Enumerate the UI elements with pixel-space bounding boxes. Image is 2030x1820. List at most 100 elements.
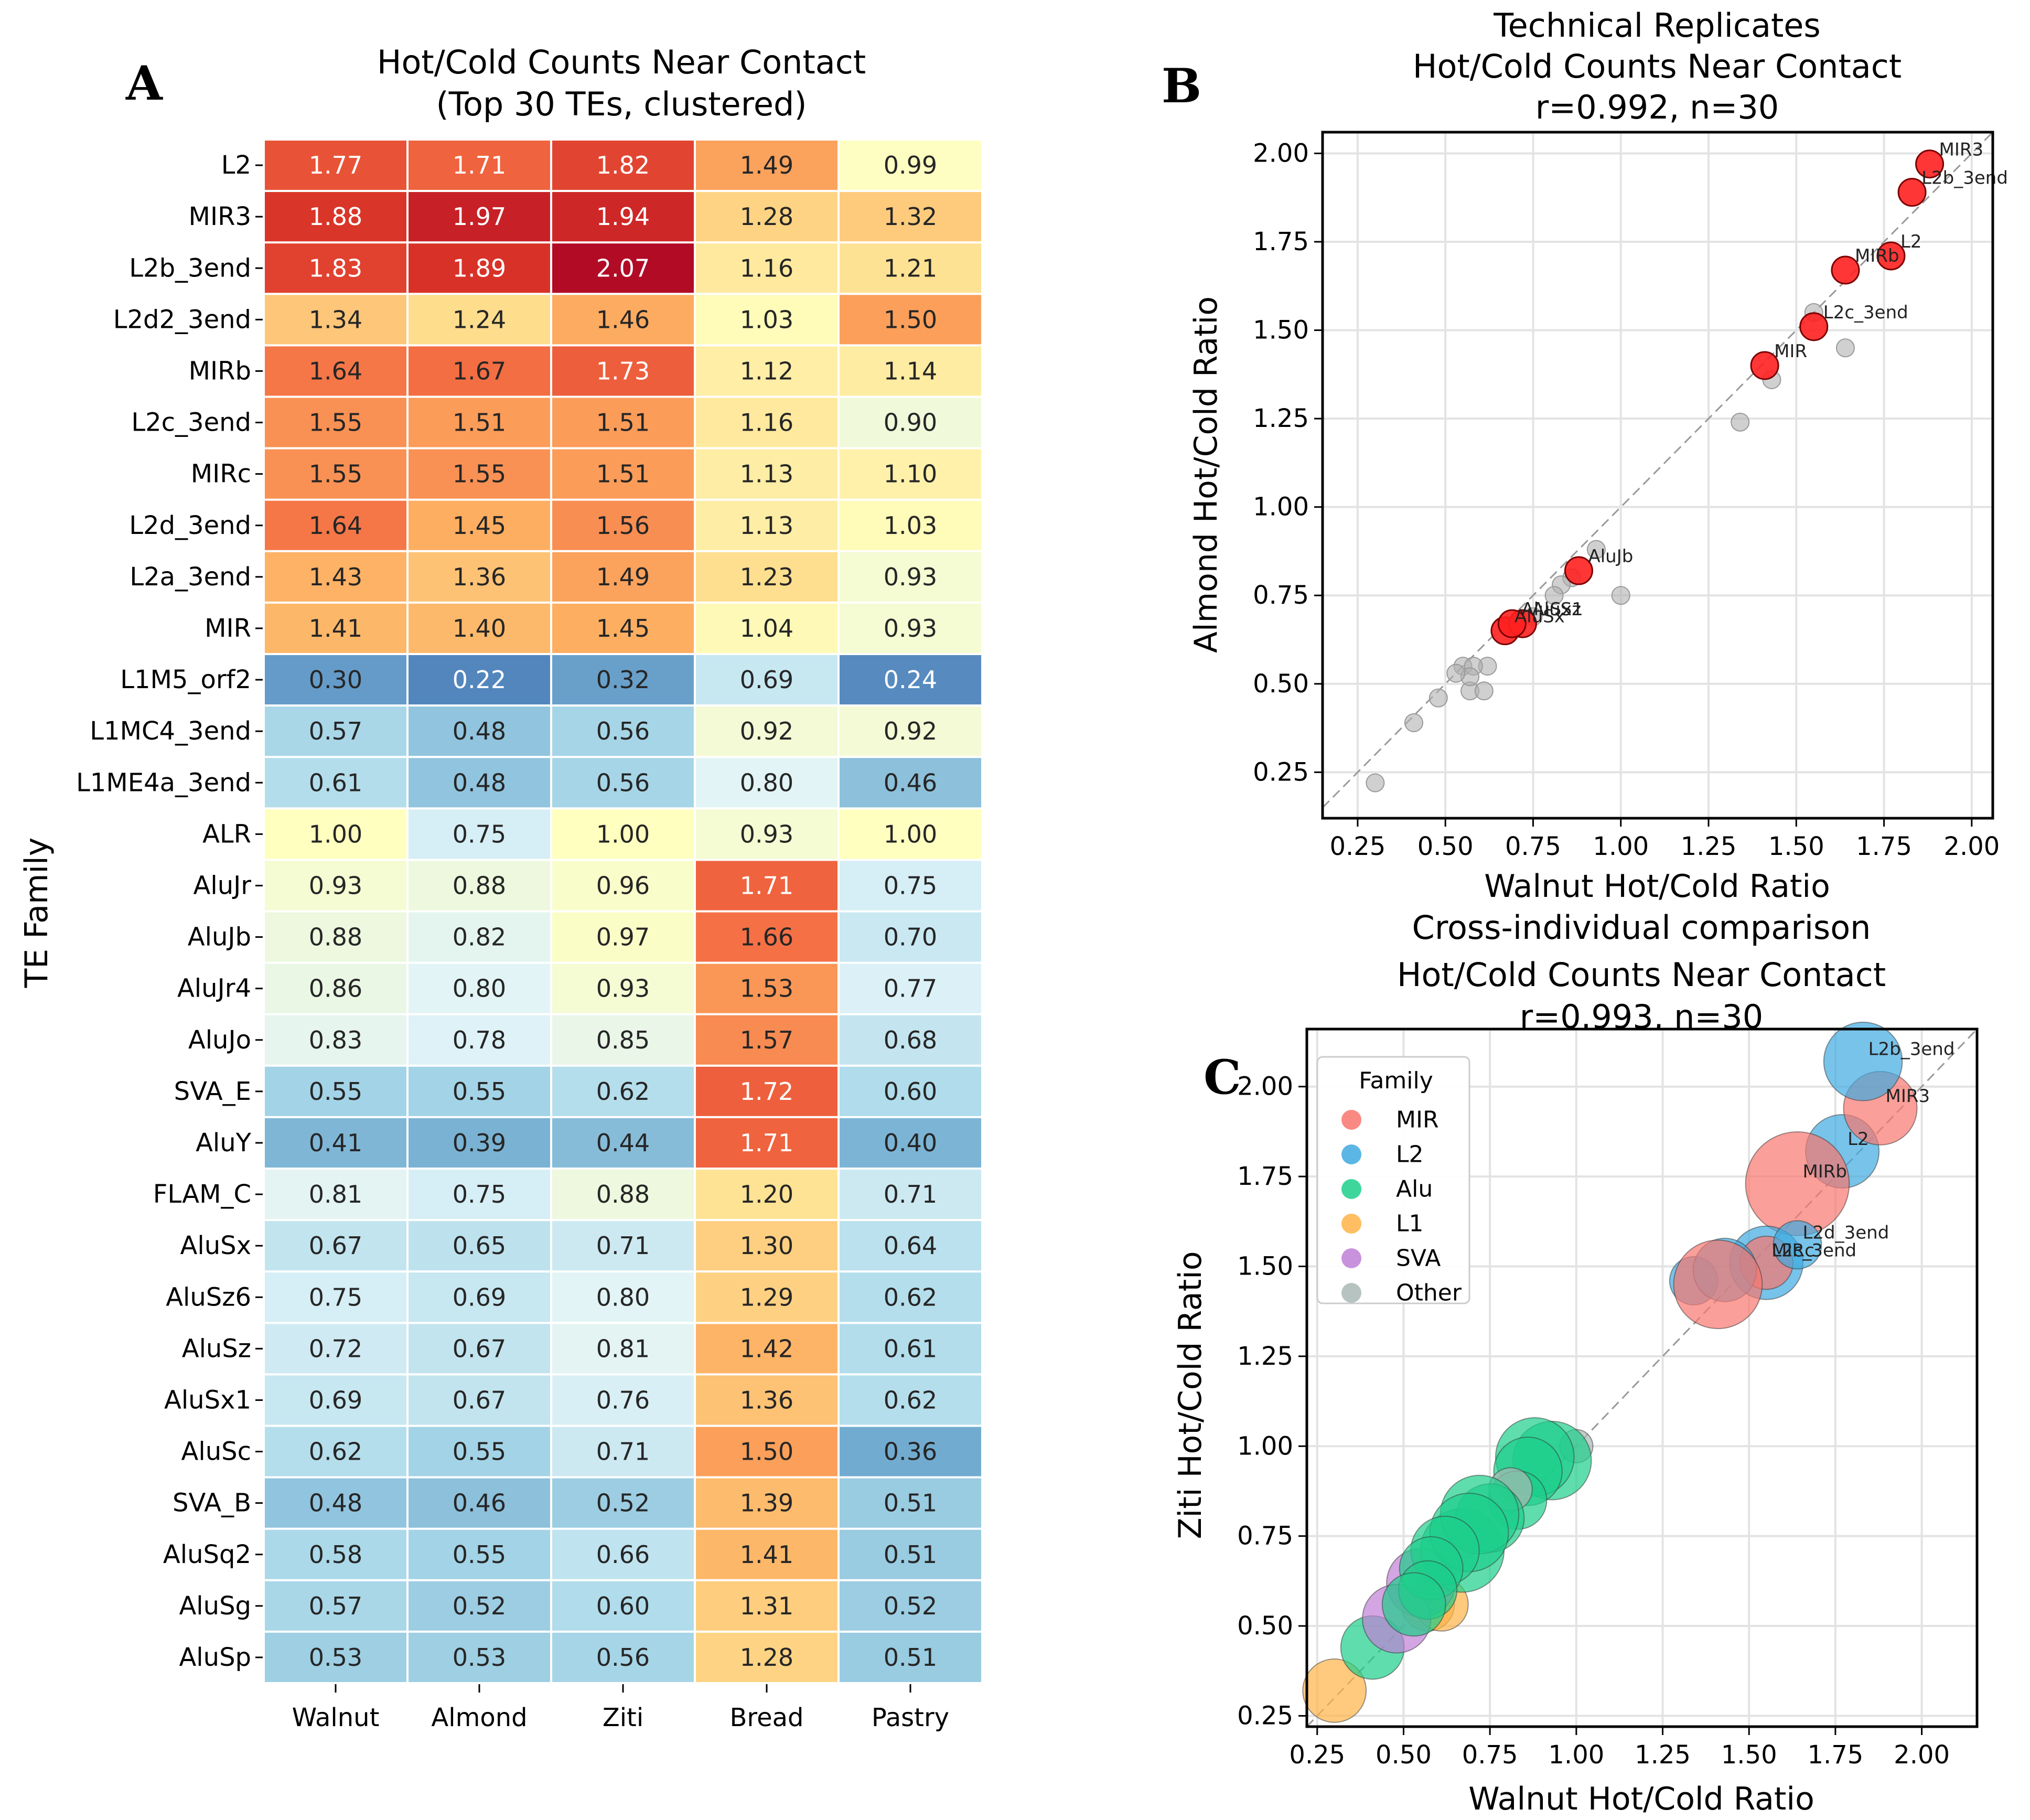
heatmap-cell — [409, 758, 550, 808]
heatmap-row-label: SVA_E — [174, 1077, 251, 1106]
heatmap-cell-value: 1.51 — [596, 409, 650, 437]
heatmap-cell — [265, 1427, 406, 1476]
heatmap-cell — [840, 1632, 981, 1682]
identity-line — [1322, 131, 1994, 808]
legend-entry-label: L1 — [1396, 1211, 1424, 1237]
scatter-b-y-axis-label: Almond Hot/Cold Ratio — [1188, 296, 1225, 653]
heatmap-cell-value: 1.64 — [309, 511, 362, 540]
y-tick-label: 1.00 — [1237, 1431, 1293, 1461]
scatter-point-label: MIR3 — [1939, 140, 1984, 160]
heatmap-cell-value: 1.51 — [453, 409, 506, 437]
heatmap-cell — [696, 861, 837, 911]
heatmap-cell — [552, 1170, 694, 1219]
heatmap-cell-value: 0.46 — [453, 1489, 506, 1517]
scatter-point-label: MIRb — [1855, 245, 1899, 266]
heatmap-cell — [552, 655, 694, 705]
heatmap-row-label: AluJr — [194, 871, 252, 900]
heatmap-cell-value: 0.60 — [596, 1592, 650, 1620]
heatmap-cell — [840, 655, 981, 705]
heatmap-cell-value: 1.77 — [309, 151, 362, 179]
heatmap-cell — [840, 1118, 981, 1168]
heatmap-cell-value: 0.99 — [884, 151, 937, 179]
heatmap-cell-value: 0.90 — [884, 409, 937, 437]
heatmap-cell-value: 1.45 — [453, 511, 506, 540]
panel-letter-a: A — [125, 56, 163, 111]
legend-entry-label: MIR — [1396, 1107, 1439, 1133]
heatmap-cell-value: 1.10 — [884, 460, 937, 488]
heatmap-cell-value: 0.82 — [453, 923, 506, 951]
heatmap-cell-value: 1.89 — [453, 254, 506, 282]
heatmap-cell — [840, 449, 981, 499]
heatmap-cell — [552, 1221, 694, 1271]
heatmap-cell-value: 1.36 — [740, 1386, 793, 1414]
heatmap-cell — [696, 912, 837, 962]
heatmap-cell-value: 1.57 — [740, 1026, 793, 1054]
x-tick-label: 0.75 — [1462, 1740, 1518, 1770]
scatter-c-title-line1: Cross-individual comparison — [1412, 908, 1871, 947]
scatter-point — [1404, 713, 1423, 732]
heatmap-cell-value: 1.00 — [884, 820, 937, 848]
heatmap-cell — [265, 706, 406, 756]
scatter-point-highlighted — [1799, 312, 1829, 341]
heatmap-cell-value: 1.00 — [309, 820, 362, 848]
heatmap-cell — [840, 809, 981, 859]
x-tick-label: 1.00 — [1548, 1740, 1604, 1770]
heatmap-cell — [265, 1324, 406, 1374]
heatmap-row-label: MIR3 — [189, 202, 251, 231]
heatmap-cell — [840, 1478, 981, 1528]
heatmap-cell — [552, 1427, 694, 1476]
scatter-point-label: L2c_3end — [1823, 302, 1908, 323]
heatmap-cell — [696, 552, 837, 602]
heatmap-cell-value: 1.49 — [596, 563, 650, 591]
heatmap-cell — [265, 1170, 406, 1219]
heatmap-cell-value: 1.16 — [740, 254, 793, 282]
heatmap-cell-value: 1.56 — [596, 511, 650, 540]
heatmap-cell — [840, 861, 981, 911]
bubble-point-label: MIR3 — [1886, 1086, 1930, 1107]
legend-entry-label: SVA — [1396, 1245, 1441, 1272]
y-tick-label: 2.00 — [1253, 138, 1309, 168]
heatmap-cell — [840, 1015, 981, 1065]
heatmap-row-label: AluSc — [181, 1437, 251, 1466]
heatmap-cell — [840, 295, 981, 345]
y-tick-label: 0.50 — [1237, 1611, 1293, 1641]
heatmap-cell — [696, 1324, 837, 1374]
heatmap-cell — [265, 1529, 406, 1579]
heatmap-cell — [552, 1324, 694, 1374]
heatmap-column-label: Ziti — [603, 1703, 643, 1732]
heatmap-cell — [552, 1632, 694, 1682]
y-tick-label: 0.25 — [1253, 757, 1309, 787]
heatmap-cell — [552, 1118, 694, 1168]
scatter-point — [1611, 586, 1630, 605]
heatmap-cell — [840, 1375, 981, 1425]
scatter-point — [1474, 681, 1494, 701]
heatmap-row-label: AluSx1 — [164, 1385, 251, 1415]
heatmap-cell — [696, 500, 837, 550]
heatmap-cell — [265, 655, 406, 705]
heatmap-cell-value: 0.64 — [884, 1232, 937, 1260]
heatmap-cell — [840, 1581, 981, 1631]
heatmap-cell-value: 0.56 — [596, 768, 650, 797]
heatmap-cell — [265, 398, 406, 447]
scatter-point-highlighted — [1750, 351, 1779, 380]
heatmap-cell — [696, 1375, 837, 1425]
heatmap-cell — [840, 912, 981, 962]
bubble-point-label: MIRb — [1802, 1161, 1847, 1182]
heatmap-cell-value: 0.69 — [740, 666, 793, 694]
heatmap-cell-value: 0.48 — [453, 717, 506, 745]
heatmap-cell — [840, 141, 981, 190]
heatmap-cell-value: 1.71 — [453, 151, 506, 179]
x-tick-label: 1.75 — [1807, 1740, 1863, 1770]
x-tick-label: 1.25 — [1635, 1740, 1691, 1770]
heatmap-row-label: AluJb — [188, 923, 251, 952]
heatmap-cell-value: 1.55 — [309, 460, 362, 488]
heatmap-cell — [840, 398, 981, 447]
heatmap-row-label: AluSp — [179, 1643, 251, 1672]
heatmap-cell-value: 0.55 — [453, 1540, 506, 1569]
heatmap-cell-value: 0.93 — [309, 871, 362, 900]
heatmap-cell — [265, 1375, 406, 1425]
bubble-point-label: L2d_3end — [1802, 1222, 1889, 1243]
y-tick-label: 2.00 — [1237, 1072, 1293, 1101]
scatter-point-highlighted — [1897, 178, 1927, 207]
